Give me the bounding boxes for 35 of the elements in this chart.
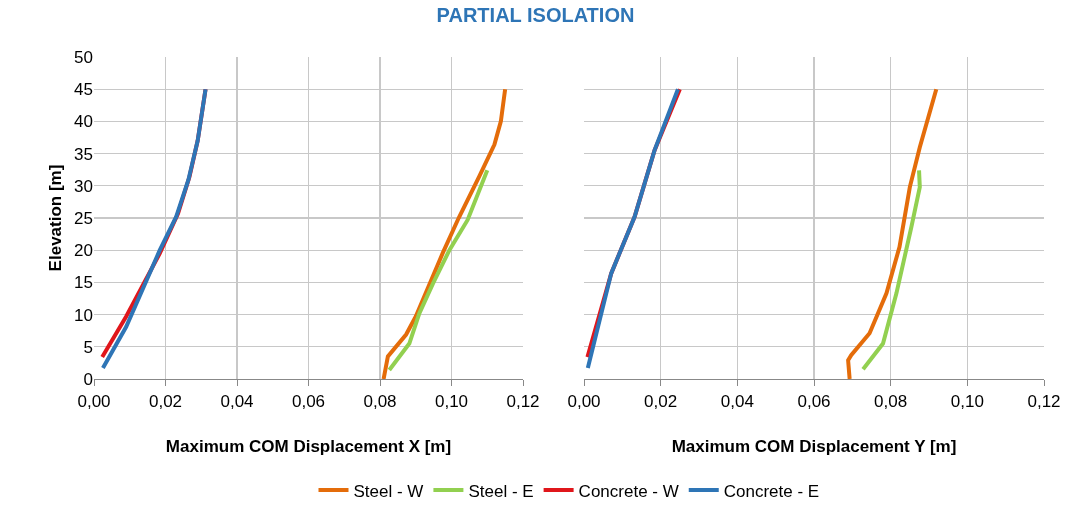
y-tick-label: 10 bbox=[74, 305, 93, 325]
x-tick-label: 0,00 bbox=[77, 391, 111, 411]
y-axis-title: Elevation [m] bbox=[45, 164, 65, 272]
x-tick-label: 0,00 bbox=[567, 391, 601, 411]
chart-title: PARTIAL ISOLATION bbox=[436, 3, 635, 26]
legend-label: Concrete - W bbox=[578, 481, 679, 501]
x-axis-title: Maximum COM Displacement X [m] bbox=[165, 436, 452, 456]
x-tick-label: 0,04 bbox=[720, 391, 754, 411]
y-tick-label: 25 bbox=[74, 208, 93, 228]
x-axis-title: Maximum COM Displacement Y [m] bbox=[671, 436, 957, 456]
x-tick-label: 0,10 bbox=[434, 391, 469, 411]
y-tick-label: 40 bbox=[74, 112, 93, 132]
x-tick-label: 0,10 bbox=[950, 391, 984, 411]
x-tick-label: 0,06 bbox=[797, 391, 831, 411]
x-tick-label: 0,12 bbox=[506, 391, 540, 411]
line-series bbox=[387, 168, 490, 372]
x-tick-label: 0,06 bbox=[291, 391, 326, 411]
legend-label: Concrete - E bbox=[723, 481, 820, 501]
line-series bbox=[381, 87, 508, 379]
legend-label: Steel - W bbox=[353, 481, 424, 501]
y-tick-label: 45 bbox=[74, 80, 93, 100]
y-tick-label: 50 bbox=[74, 47, 93, 67]
y-tick-label: 35 bbox=[74, 144, 93, 164]
y-tick-label: 15 bbox=[74, 273, 93, 293]
y-tick-label: 0 bbox=[83, 369, 93, 389]
y-tick-label: 20 bbox=[74, 241, 93, 261]
x-tick-label: 0,02 bbox=[644, 391, 678, 411]
legend-label: Steel - E bbox=[468, 481, 534, 501]
x-tick-label: 0,02 bbox=[148, 391, 183, 411]
x-tick-label: 0,08 bbox=[874, 391, 908, 411]
x-tick-label: 0,08 bbox=[363, 391, 397, 411]
y-tick-label: 5 bbox=[83, 337, 93, 357]
y-tick-label: 30 bbox=[74, 176, 93, 196]
x-tick-label: 0,04 bbox=[220, 391, 254, 411]
x-tick-label: 0,12 bbox=[1027, 391, 1061, 411]
